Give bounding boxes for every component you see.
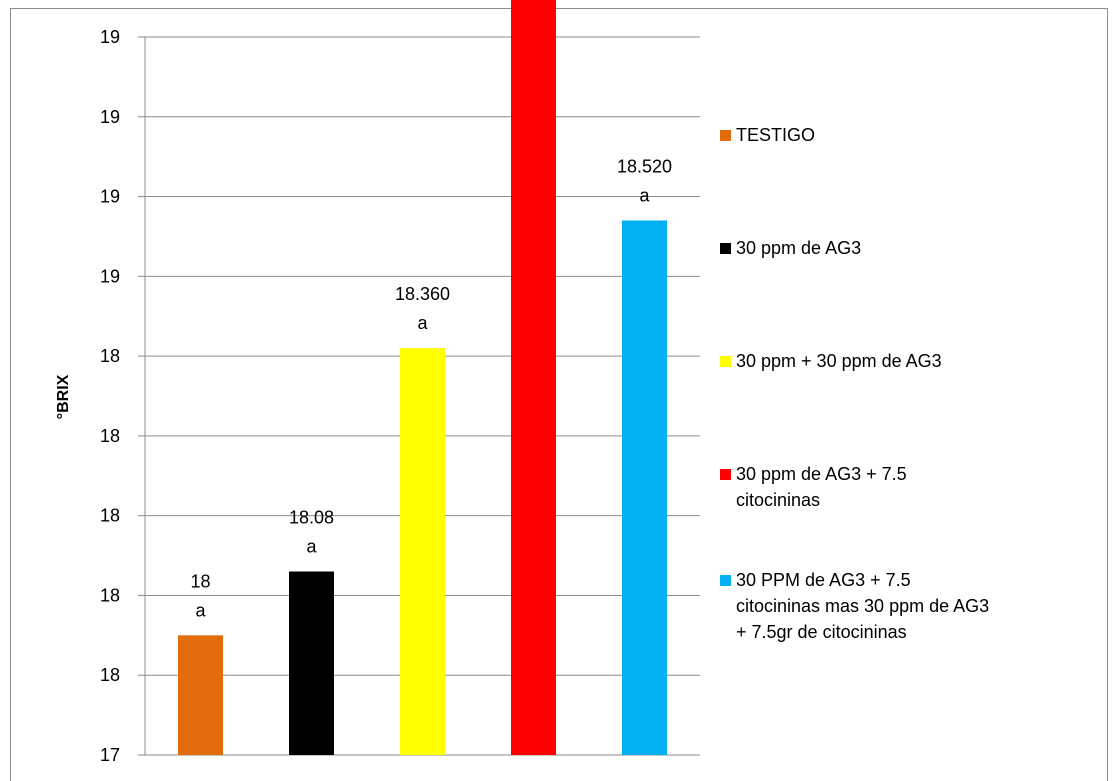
y-tick-label: 19 — [100, 27, 120, 47]
y-tick-label: 18 — [100, 665, 120, 685]
y-tick-label: 18 — [100, 506, 120, 526]
legend-swatch — [720, 356, 731, 367]
y-tick-label: 19 — [100, 107, 120, 127]
legend-entry: 30 ppm de AG3 — [736, 238, 861, 258]
data-label-letter: a — [195, 600, 206, 620]
data-label-value: 18.08 — [289, 508, 334, 528]
data-label-value: 18.360 — [395, 284, 450, 304]
legend-swatch — [720, 130, 731, 141]
legend-entry: 30 PPM de AG3 + 7.5 — [736, 570, 911, 590]
legend-entry: + 7.5gr de citocininas — [736, 622, 907, 642]
y-tick-label: 18 — [100, 346, 120, 366]
data-label-value: 18 — [190, 571, 210, 591]
y-tick-label: 19 — [100, 266, 120, 286]
y-axis: 17 18 18 18 18 18 19 19 19 19 — [100, 27, 146, 765]
y-tick-label: 17 — [100, 745, 120, 765]
bar — [178, 635, 223, 755]
bar — [511, 0, 556, 756]
chart-frame — [10, 8, 1108, 781]
legend-swatch — [720, 575, 731, 586]
legend: TESTIGO 30 ppm de AG3 30 ppm + 30 ppm de A… — [720, 125, 989, 642]
legend-entry: TESTIGO — [736, 125, 815, 145]
y-tick-label: 18 — [100, 585, 120, 605]
data-label-letter: a — [639, 185, 650, 205]
legend-entry: citocininas mas 30 ppm de AG3 — [736, 596, 989, 616]
legend-entry: 30 ppm de AG3 + 7.5 — [736, 464, 907, 484]
bar — [622, 220, 667, 755]
data-label-letter: a — [417, 313, 428, 333]
bars — [178, 0, 667, 756]
bar — [289, 571, 334, 755]
y-tick-label: 18 — [100, 426, 120, 446]
legend-swatch — [720, 243, 731, 254]
legend-entry: 30 ppm + 30 ppm de AG3 — [736, 351, 942, 371]
data-label-letter: a — [306, 537, 317, 557]
y-tick-label: 19 — [100, 187, 120, 207]
legend-swatch — [720, 469, 731, 480]
data-label-value: 18.520 — [617, 156, 672, 176]
y-axis-label: °BRIX — [55, 374, 72, 419]
legend-entry: citocininas — [736, 490, 820, 510]
bar — [400, 348, 445, 755]
